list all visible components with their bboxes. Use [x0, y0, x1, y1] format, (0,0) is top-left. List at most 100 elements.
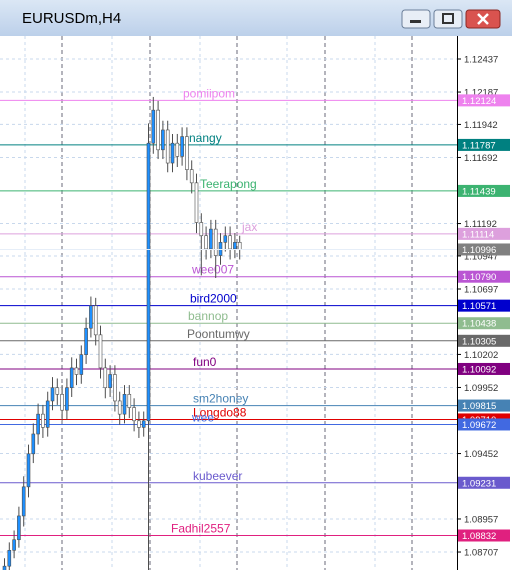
maximize-button[interactable]: [433, 9, 463, 29]
window-buttons[interactable]: [401, 9, 501, 29]
price-tag: [458, 418, 510, 431]
candle-body: [213, 228, 218, 256]
price-tag: [458, 227, 510, 240]
candle-body: [98, 334, 103, 369]
candle-body: [41, 413, 45, 428]
price-tag: [458, 334, 510, 347]
y-tick-label: 1.08707: [464, 548, 498, 559]
level-name: Longdo88: [193, 405, 247, 419]
candle-body: [228, 235, 232, 250]
y-tick-label: 1.11192: [464, 219, 497, 230]
price-tag-label: 1.10092: [462, 364, 496, 375]
candle-body: [233, 242, 237, 250]
candle-body: [161, 129, 165, 151]
candle-body: [21, 486, 26, 517]
y-tick-label: 1.10697: [464, 284, 498, 295]
y-tick-label: 1.09452: [464, 449, 498, 460]
price-tag: [458, 317, 510, 330]
price-tag-label: 1.09815: [462, 401, 496, 412]
candle-body: [31, 433, 36, 455]
level-name: bannop: [188, 309, 228, 323]
candle-body: [2, 565, 7, 574]
price-tag-label: 1.10305: [462, 336, 496, 347]
candle-body: [7, 550, 12, 567]
minimize-button[interactable]: [401, 9, 431, 29]
candle-body: [194, 182, 199, 223]
candle-body: [199, 222, 204, 237]
level-name: pomiipom: [183, 86, 235, 100]
candle-body: [117, 400, 122, 415]
candle-body: [36, 413, 40, 435]
y-tick-label: 1.10947: [464, 251, 498, 262]
candle-body: [170, 142, 175, 164]
price-tag-label: 1.10571: [462, 301, 496, 312]
y-tick-label: 1.09952: [464, 383, 498, 394]
price-tag-label: 1.10790: [462, 272, 496, 283]
price-tag-label: 1.12124: [462, 96, 496, 107]
close-icon: [477, 13, 489, 25]
candle-body: [132, 407, 136, 422]
candle-body: [74, 367, 79, 375]
candle-body: [69, 367, 74, 389]
level-name: wee007: [191, 263, 234, 277]
candle-body: [209, 228, 213, 250]
candle-body: [89, 305, 93, 329]
plot-area: [0, 36, 457, 570]
candle-body: [204, 235, 208, 250]
level-name: kubeever: [193, 469, 242, 483]
candle-body: [79, 354, 84, 375]
candle-body: [127, 394, 132, 408]
price-tag-label: 1.11439: [462, 186, 496, 197]
y-tick-label: 1.08957: [464, 514, 498, 525]
price-tag: [458, 529, 510, 542]
level-name: Poontumwy: [187, 327, 250, 341]
candle-body: [50, 387, 55, 402]
candle-body: [103, 367, 108, 389]
y-tick-label: 1.12187: [464, 88, 498, 99]
candle-body: [84, 327, 88, 355]
price-tag: [458, 138, 510, 151]
candle-body: [26, 453, 31, 488]
bid-tag-label: 1.10996: [462, 245, 496, 256]
level-name: sm2honey: [193, 392, 248, 406]
price-tag-label: 1.11787: [462, 140, 496, 151]
candle-body: [189, 169, 194, 184]
minimize-icon: [410, 20, 421, 23]
level-name: fun0: [193, 355, 217, 369]
level-name: jax: [241, 220, 257, 234]
candle-body: [185, 136, 189, 170]
candle-body: [60, 394, 64, 411]
level-name: wee: [191, 410, 214, 424]
price-tag-label: 1.10438: [462, 319, 496, 330]
y-tick-label: 1.11692: [464, 153, 498, 164]
price-tag: [458, 184, 510, 197]
price-tag: [458, 362, 510, 375]
y-tick-label: 1.12437: [464, 54, 498, 65]
candle-body: [141, 420, 146, 428]
level-name: Teerapong: [200, 177, 257, 191]
maximize-icon: [442, 13, 454, 24]
bid-tag: [458, 243, 510, 256]
chart: 1.12437 1.12187 1.11942 1.11692 1.11192 1.109…: [0, 54, 510, 575]
candle-body: [165, 129, 170, 164]
price-tag: [458, 399, 510, 412]
y-tick-label: 1.10202: [464, 350, 498, 361]
level-name: bird2000: [190, 292, 237, 306]
candle-body: [113, 374, 117, 402]
candle-body: [93, 305, 98, 336]
price-tag-label: 1.09672: [462, 420, 496, 431]
candle-body: [156, 109, 160, 151]
candle-body: [137, 420, 141, 428]
candle-body: [151, 109, 156, 144]
candle-body: [108, 374, 112, 389]
price-tag: [458, 299, 510, 312]
candle-body: [17, 515, 21, 541]
price-tag-label: 1.08832: [462, 531, 496, 542]
candle-body: [175, 142, 180, 157]
window-title: EURUSDm,H4: [22, 10, 121, 27]
candle-body: [45, 400, 50, 428]
price-tag: [458, 94, 510, 107]
price-tag-label: 1.09231: [462, 478, 496, 489]
level-name: Fadhil2557: [171, 522, 231, 536]
